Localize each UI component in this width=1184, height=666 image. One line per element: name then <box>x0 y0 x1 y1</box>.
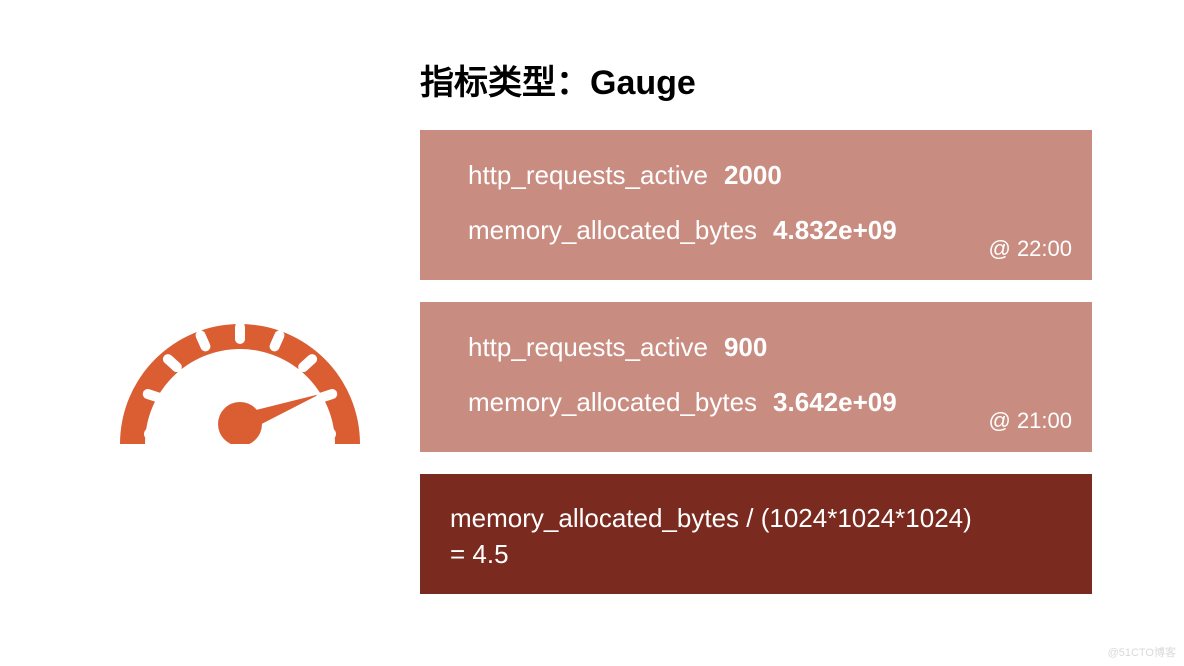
metric-name: http_requests_active <box>468 332 708 363</box>
metric-line: http_requests_active 900 <box>468 332 1072 363</box>
metric-line: memory_allocated_bytes 4.832e+09 <box>468 215 1072 246</box>
metrics-panel: http_requests_active 900 memory_allocated_… <box>420 302 1092 452</box>
gauge-icon <box>120 282 360 444</box>
metric-line: memory_allocated_bytes 3.642e+09 <box>468 387 1072 418</box>
metric-name: memory_allocated_bytes <box>468 215 757 246</box>
metric-line: http_requests_active 2000 <box>468 160 1072 191</box>
metric-value: 900 <box>724 332 767 363</box>
metric-value: 2000 <box>724 160 782 191</box>
metric-name: http_requests_active <box>468 160 708 191</box>
timestamp-label: @ 22:00 <box>989 236 1073 262</box>
metric-value: 3.642e+09 <box>773 387 897 418</box>
timestamp-label: @ 21:00 <box>989 408 1073 434</box>
metric-name: memory_allocated_bytes <box>468 387 757 418</box>
metric-value: 4.832e+09 <box>773 215 897 246</box>
formula-text: memory_allocated_bytes / (1024*1024*1024… <box>450 500 1072 573</box>
slide-title: 指标类型：Gauge <box>420 55 696 104</box>
formula-panel: memory_allocated_bytes / (1024*1024*1024… <box>420 474 1092 594</box>
watermark: @51CTO博客 <box>1108 644 1176 660</box>
metrics-panel: http_requests_active 2000 memory_allocated… <box>420 130 1092 280</box>
